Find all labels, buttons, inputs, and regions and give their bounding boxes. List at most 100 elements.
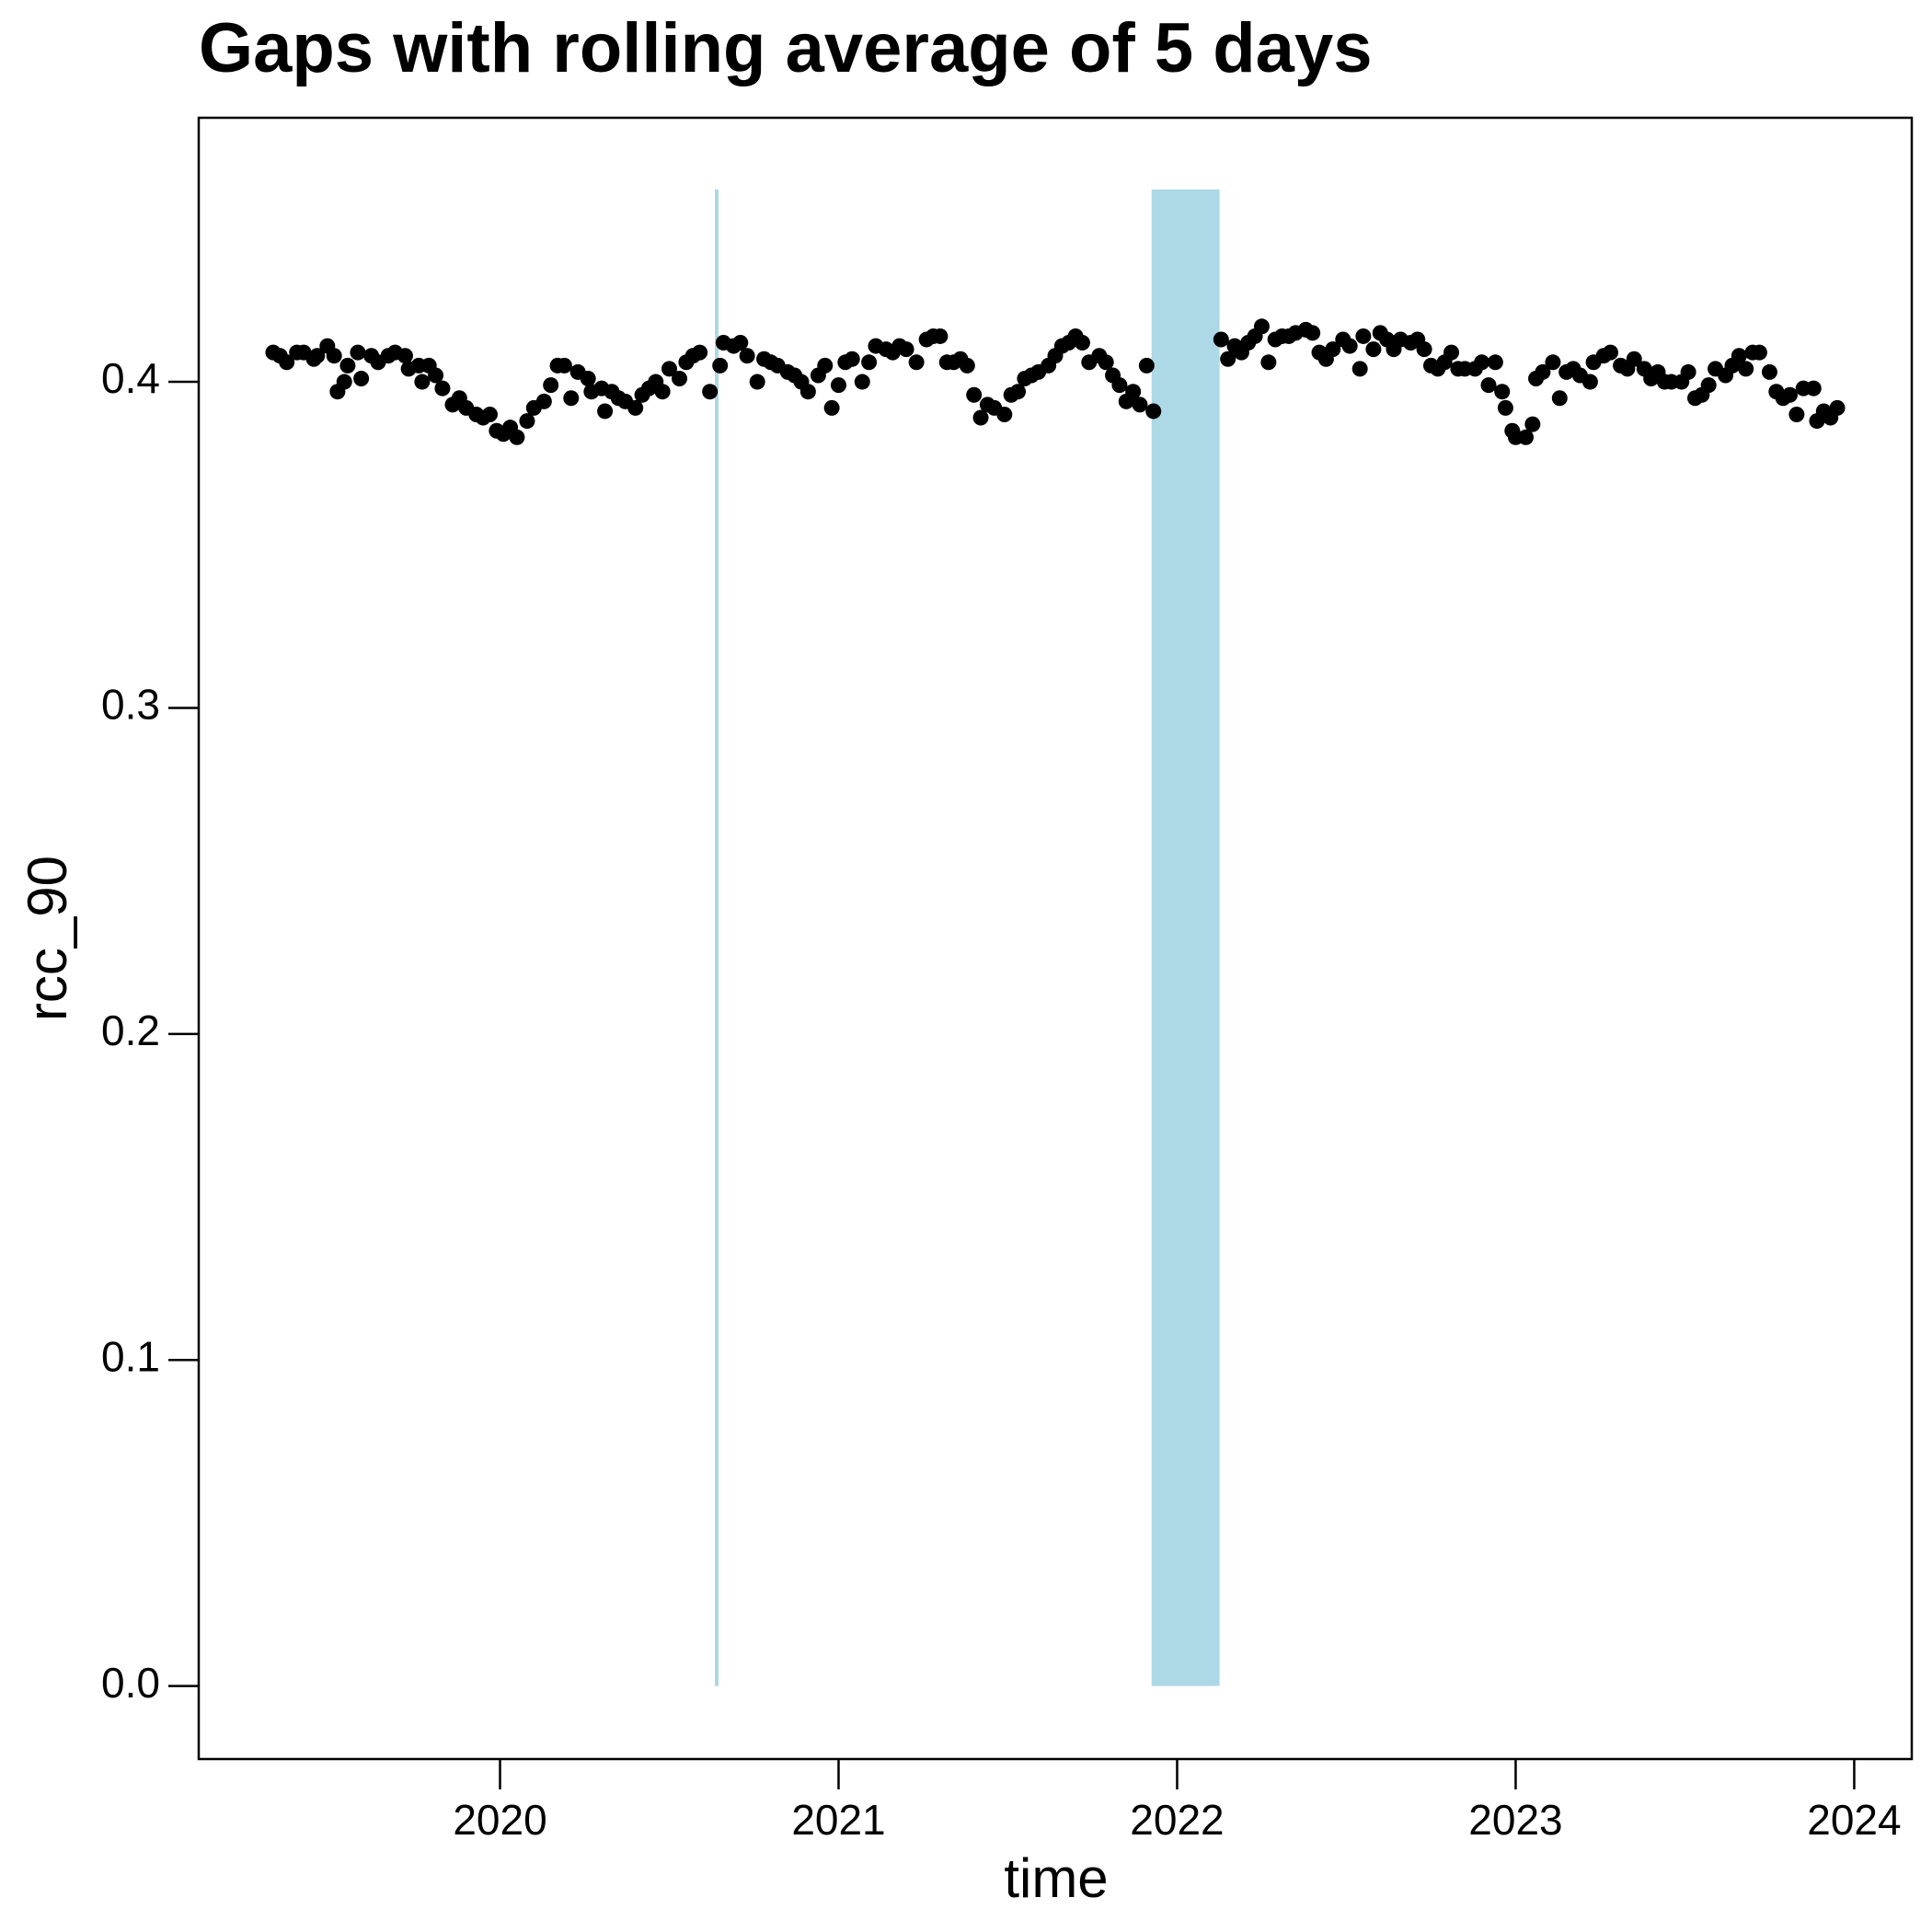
data-point <box>1626 351 1642 367</box>
data-point <box>932 328 949 344</box>
data-point <box>1341 338 1358 354</box>
data-point <box>336 374 352 390</box>
data-point <box>996 406 1013 422</box>
data-point <box>739 348 755 364</box>
data-point <box>1260 354 1277 371</box>
data-point <box>279 354 295 371</box>
gap-band <box>715 189 719 1686</box>
data-point <box>1517 429 1534 445</box>
plot-frame <box>197 116 1914 1761</box>
data-point <box>563 390 580 407</box>
data-point <box>509 429 525 445</box>
data-point <box>1138 357 1155 374</box>
data-point <box>972 409 989 426</box>
data-point <box>844 351 860 367</box>
data-point <box>959 357 975 374</box>
x-tick-label: 2024 <box>1807 1796 1901 1844</box>
data-point <box>1355 328 1372 344</box>
data-point <box>823 399 840 416</box>
data-point <box>1805 380 1822 397</box>
y-tick-label: 0.3 <box>101 681 160 729</box>
data-point <box>1111 377 1128 394</box>
y-tick-label: 0.0 <box>101 1659 160 1707</box>
data-point <box>1602 344 1618 361</box>
data-point <box>1365 341 1382 358</box>
data-point <box>353 371 370 387</box>
data-point <box>543 377 559 394</box>
data-point <box>1751 344 1767 361</box>
data-point <box>556 357 572 374</box>
data-point <box>1581 374 1598 390</box>
data-point <box>481 406 498 422</box>
y-axis-label: rcc_90 <box>17 856 78 1021</box>
data-point <box>627 399 644 416</box>
y-tick-label: 0.1 <box>101 1332 160 1380</box>
data-point <box>1416 341 1432 358</box>
data-point <box>854 374 870 390</box>
data-point <box>898 341 914 358</box>
data-point <box>1132 397 1148 413</box>
chart-title: Gaps with rolling average of 5 days <box>199 9 1373 87</box>
data-point <box>654 384 671 400</box>
data-point <box>1782 386 1799 403</box>
data-point <box>580 371 596 387</box>
data-point <box>414 374 431 390</box>
data-point <box>1480 377 1497 394</box>
data-point <box>702 384 719 400</box>
data-point <box>326 348 342 364</box>
data-point <box>1351 361 1368 377</box>
x-axis-label: time <box>1004 1847 1108 1909</box>
data-point <box>1010 384 1027 400</box>
data-point <box>749 374 765 390</box>
data-point <box>1253 318 1270 335</box>
data-point <box>1325 341 1341 358</box>
data-point <box>397 348 413 364</box>
data-point <box>908 354 925 371</box>
data-point <box>434 380 451 397</box>
data-point <box>672 371 688 387</box>
data-point <box>830 377 846 394</box>
data-point <box>339 357 356 374</box>
data-point <box>519 413 535 430</box>
data-point <box>1738 361 1754 377</box>
data-point <box>1494 384 1511 400</box>
data-point <box>712 357 729 374</box>
data-point <box>1098 354 1114 371</box>
data-point <box>1125 384 1142 400</box>
data-point <box>1497 399 1513 416</box>
data-point <box>1680 363 1696 380</box>
data-point <box>1305 325 1321 341</box>
data-point <box>1829 399 1846 416</box>
x-tick-label: 2022 <box>1130 1796 1224 1844</box>
data-point <box>1074 335 1090 351</box>
x-tick-label: 2023 <box>1468 1796 1562 1844</box>
data-point <box>661 361 677 377</box>
data-point <box>535 393 552 409</box>
data-point <box>861 354 878 371</box>
data-point <box>1220 351 1236 367</box>
data-point <box>1213 331 1229 348</box>
y-tick-label: 0.2 <box>101 1006 160 1054</box>
data-point <box>1474 354 1490 371</box>
data-point <box>1551 390 1568 407</box>
y-tick-label: 0.4 <box>101 354 160 402</box>
data-point <box>1535 363 1551 380</box>
data-point <box>1443 344 1460 361</box>
gap-band <box>1151 189 1220 1686</box>
x-tick-label: 2020 <box>453 1796 546 1844</box>
data-point <box>1524 416 1541 432</box>
data-point <box>966 386 983 403</box>
data-point <box>428 367 444 384</box>
data-point <box>817 357 834 374</box>
data-point <box>1788 406 1805 422</box>
data-point <box>1731 348 1747 364</box>
data-point <box>1487 354 1503 371</box>
data-point <box>350 344 366 361</box>
data-point <box>309 348 326 364</box>
data-point <box>1145 403 1162 420</box>
data-point <box>1761 363 1777 380</box>
data-point <box>1545 354 1561 371</box>
data-point <box>597 403 614 420</box>
data-point <box>732 335 749 351</box>
